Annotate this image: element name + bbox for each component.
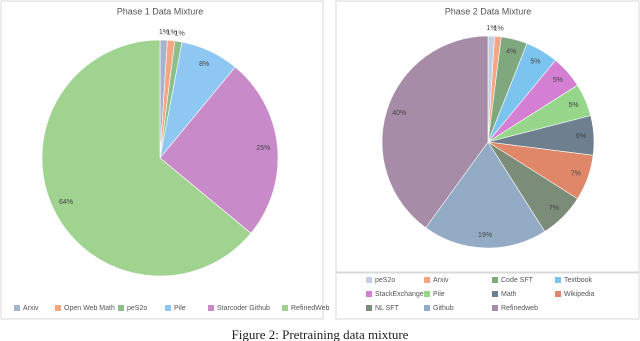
legend-swatch [492,305,498,311]
data-label: 1% [487,25,497,32]
legend-swatch [118,305,124,311]
legend-swatch [366,305,372,311]
legend-label: Refinedweb [501,305,538,312]
legend-swatch [555,291,561,297]
data-label: 1% [175,30,185,37]
legend-label: Arxiv [23,305,39,312]
legend-label: Code SFT [501,277,534,284]
legend-swatch [14,305,20,311]
legend-swatch [555,277,561,283]
panel-border [0,0,324,320]
panel-border [335,271,640,320]
legend-label: Textbook [564,277,593,284]
data-label: 7% [571,170,581,177]
chart-title: Phase 1 Data Mixture [117,6,204,16]
legend-label: RefinedWeb [291,305,330,312]
legend-swatch [208,305,214,311]
data-label: 7% [549,205,559,212]
data-label: 64% [59,199,73,206]
data-label: 5% [530,59,540,66]
legend-label: Starcoder Github [217,305,270,312]
legend-swatch [424,291,430,297]
pie-slice [159,66,279,234]
data-label: 6% [576,133,586,140]
legend-swatch [165,305,171,311]
legend-swatch [55,305,61,311]
panel-border [335,0,640,274]
legend-label: Math [501,291,517,298]
legend-label: StackExchange [375,291,424,298]
legend-label: peS2o [127,305,147,312]
caption: Figure 2: Pretraining data mixture [232,327,409,341]
pie-slice [41,39,252,277]
data-label: 5% [569,102,579,109]
legend-swatch [492,291,498,297]
chart-title: Phase 2 Data Mixture [445,6,532,16]
legend-label: Github [433,305,454,312]
legend-label: Wikipedia [564,291,594,298]
legend-swatch [366,277,372,283]
data-label: 1% [494,25,504,32]
data-label: 1% [159,29,169,36]
legend-swatch [282,305,288,311]
data-label: 25% [256,145,270,152]
data-label: 40% [392,110,406,117]
legend-swatch [492,277,498,283]
data-label: 4% [506,48,516,55]
legend-label: Pile [174,305,186,312]
legend-swatch [424,277,430,283]
data-label: 19% [478,232,492,239]
legend-label: Arxiv [433,277,449,284]
data-label: 5% [553,77,563,84]
legend-label: peS2o [375,277,395,284]
legend-swatch [366,291,372,297]
pie-slice [381,35,489,229]
legend-label: NL SFT [375,305,400,312]
legend-label: Pile [433,291,445,298]
pie-slice [425,141,546,249]
legend-swatch [424,305,430,311]
data-label: 8% [199,61,209,68]
legend-label: Open Web Math [64,305,115,312]
data-label: 1% [167,29,177,36]
